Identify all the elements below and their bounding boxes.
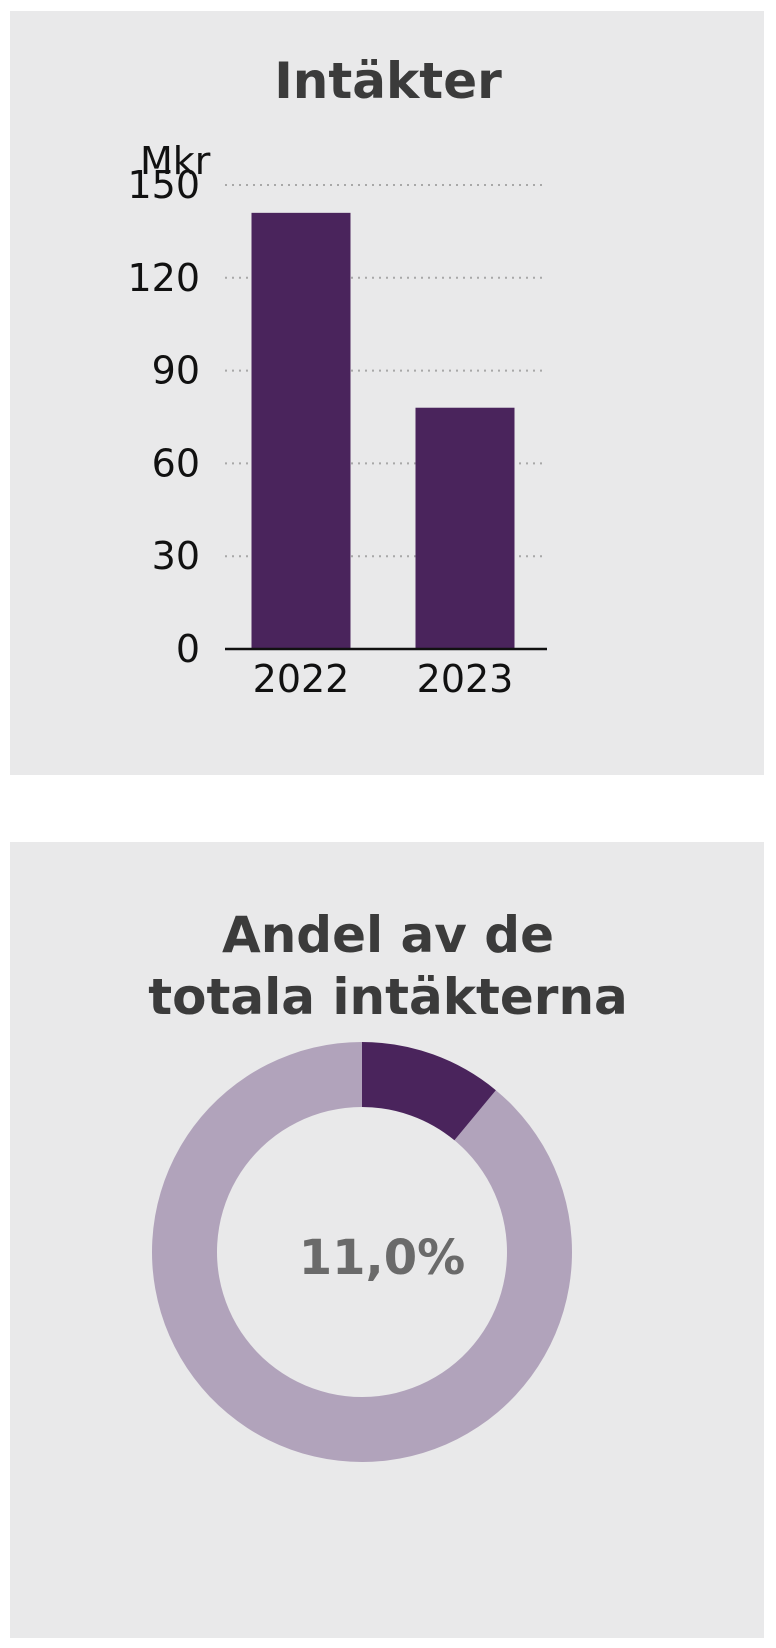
y-tick-label: 150 (127, 163, 200, 207)
x-tick-label: 2022 (253, 657, 350, 701)
revenue-chart-title: Intäkter (274, 52, 502, 110)
share-chart-title-line-1: Andel av de (222, 906, 554, 964)
y-tick-label: 60 (152, 441, 200, 485)
bar-2022 (251, 212, 351, 649)
y-tick-label: 0 (176, 627, 200, 671)
donut-highlighted-share (362, 1042, 496, 1141)
bar-2023 (415, 407, 515, 649)
revenue-share-donut-chart: Andel av de totala intäkterna 11,0% (148, 906, 628, 1462)
y-tick-label: 120 (127, 256, 200, 300)
donut-center-label: 11,0% (299, 1230, 466, 1286)
revenue-share-panel: Andel av de totala intäkterna 11,0% (10, 842, 764, 1638)
y-axis-unit: Mkr (140, 139, 211, 183)
revenue-chart-panel: Intäkter Mkr 0 30 60 90 120 150 2022 2023 (10, 11, 764, 775)
y-tick-label: 30 (152, 534, 200, 578)
donut-remaining-share (152, 1042, 573, 1462)
share-chart-title-line-2: totala intäkterna (148, 968, 628, 1026)
revenue-bar-chart: Intäkter Mkr 0 30 60 90 120 150 2022 2023 (127, 52, 547, 701)
y-tick-label: 90 (152, 349, 200, 393)
x-tick-label: 2023 (417, 657, 514, 701)
